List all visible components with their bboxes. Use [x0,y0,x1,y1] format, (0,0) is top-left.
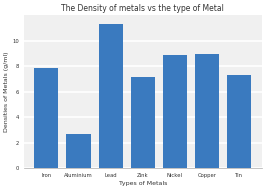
Bar [227,75,251,168]
Y-axis label: Densities of Metals (g/ml): Densities of Metals (g/ml) [4,51,9,132]
Bar [66,134,90,168]
Bar [34,68,59,168]
Bar [163,55,187,168]
Title: The Density of metals vs the type of Metal: The Density of metals vs the type of Met… [61,4,224,13]
Bar [195,54,219,168]
Bar [131,77,155,168]
X-axis label: Types of Metals: Types of Metals [119,181,167,186]
Bar [99,24,123,168]
